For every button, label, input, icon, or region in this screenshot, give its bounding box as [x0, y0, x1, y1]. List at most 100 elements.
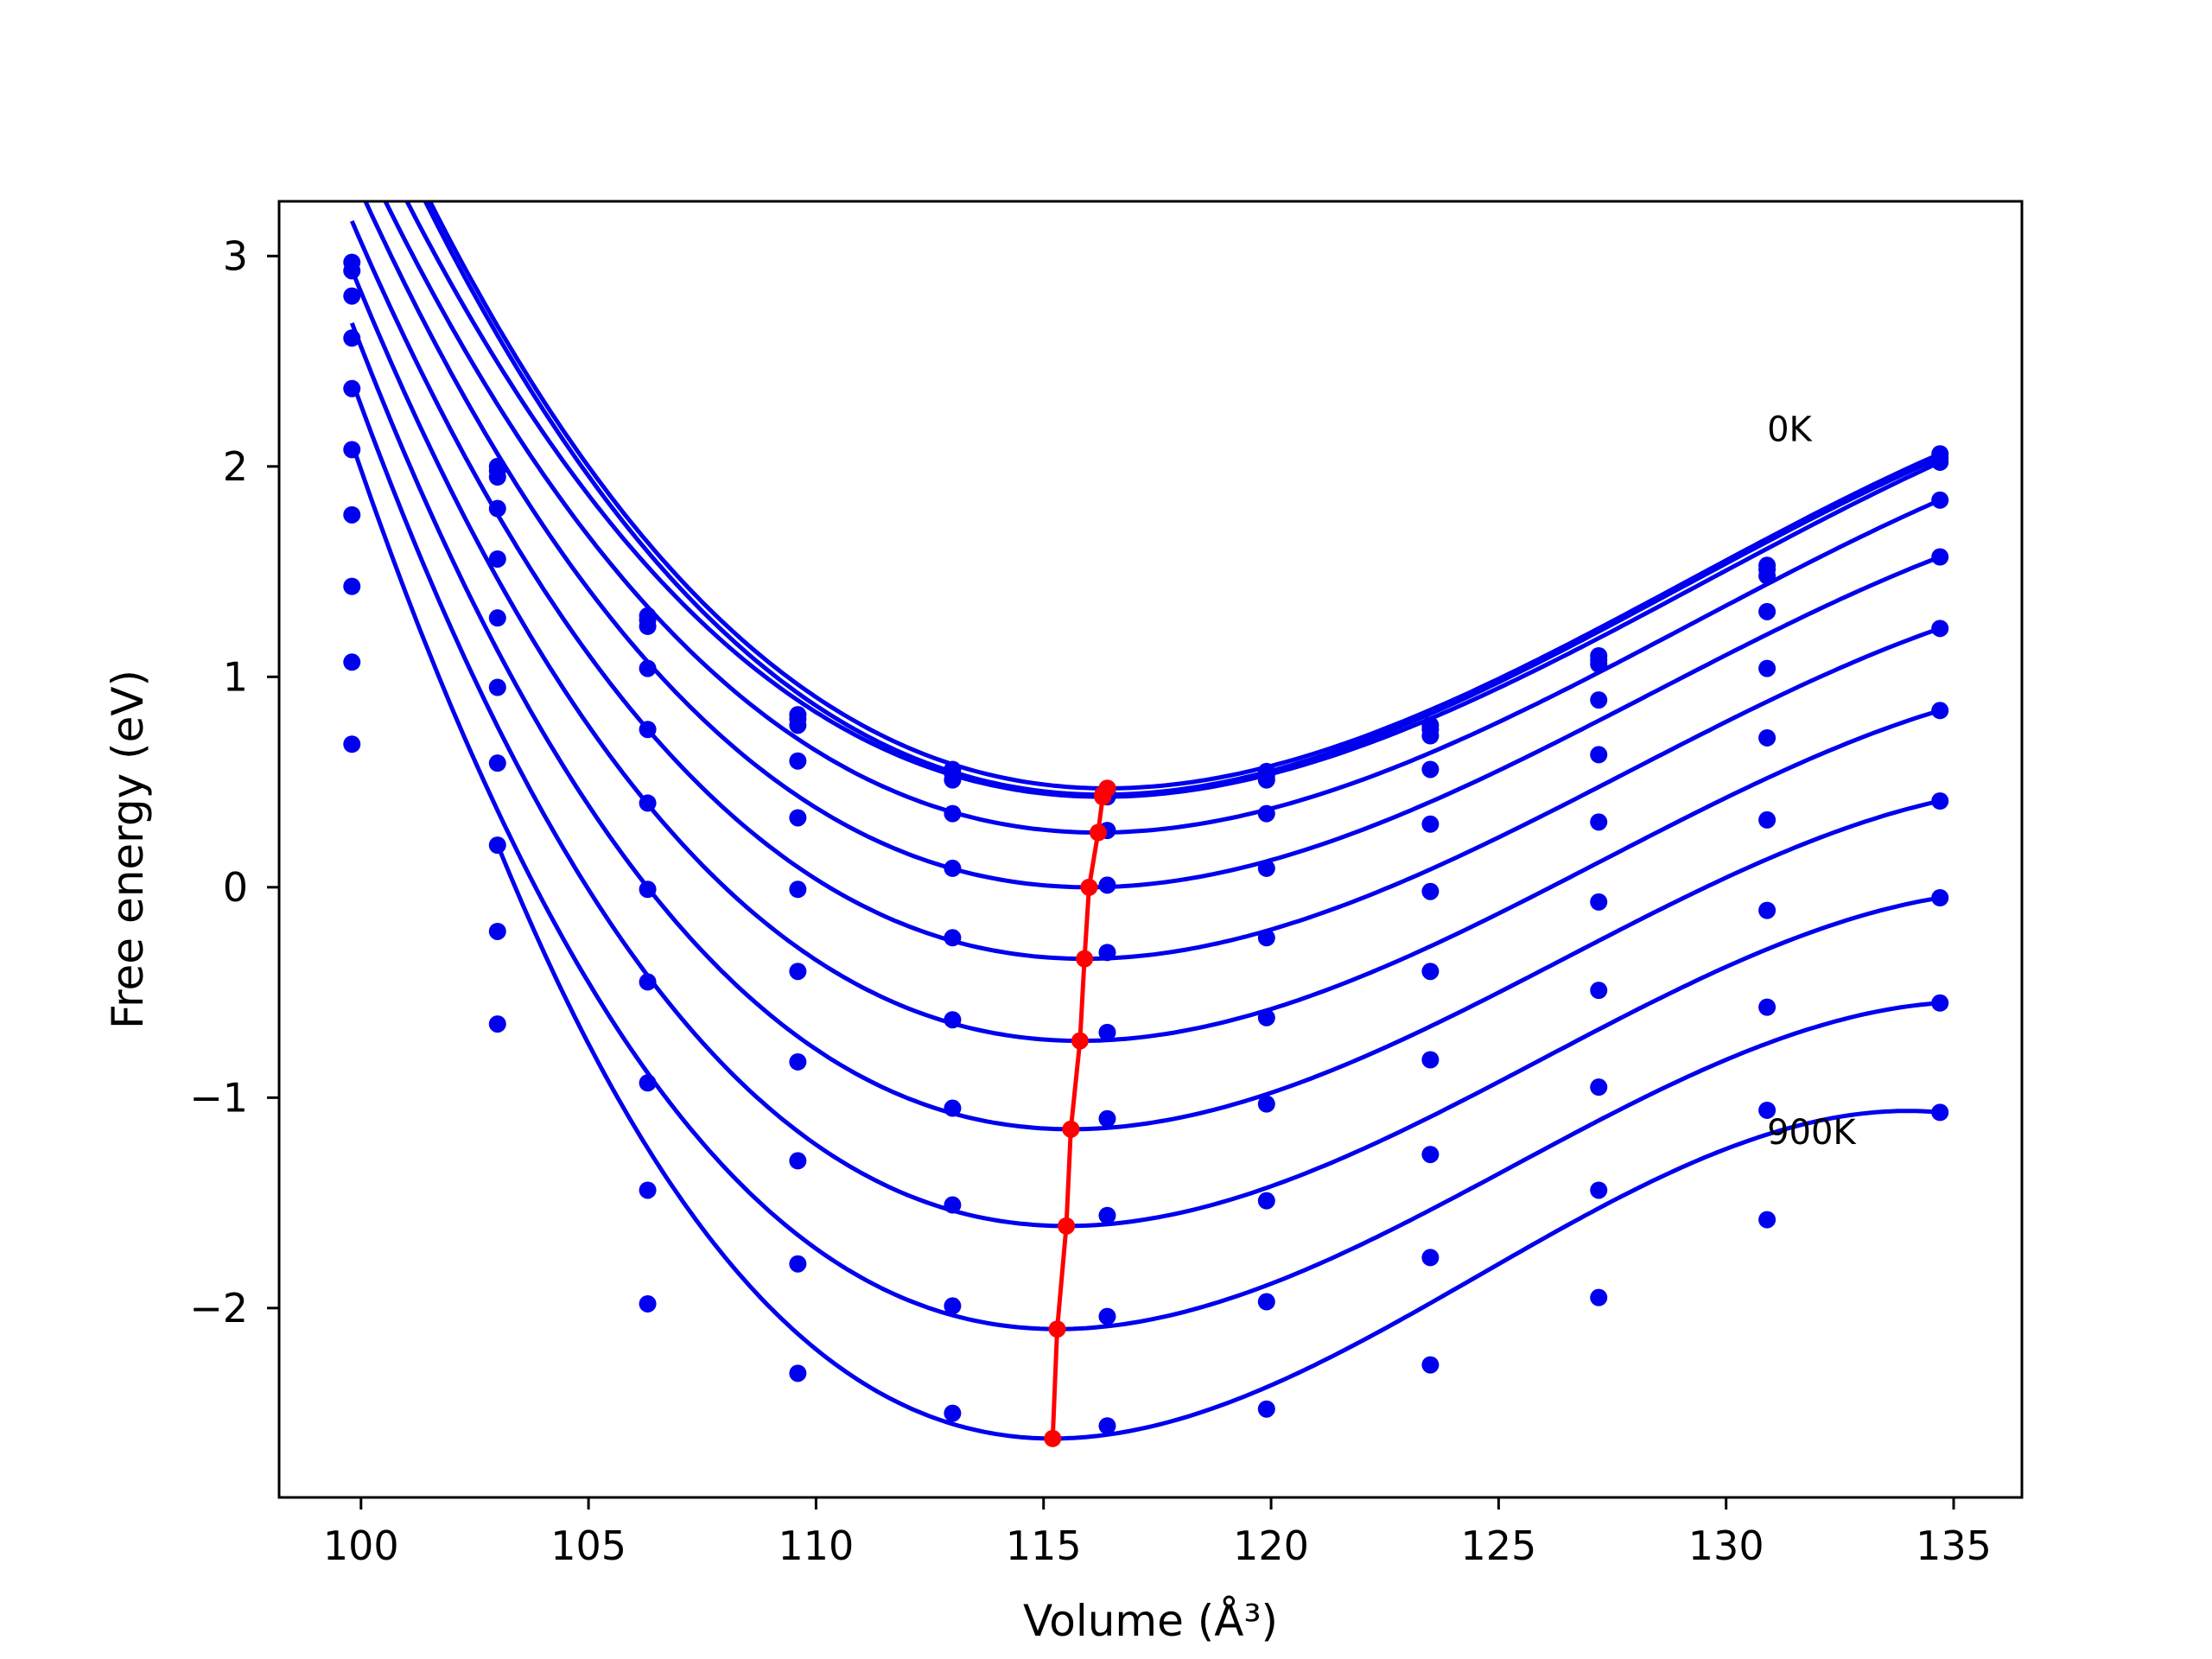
- data-point-s10-7: [1421, 1356, 1440, 1374]
- data-point-s10-1: [488, 1015, 506, 1033]
- data-point-s5-3: [789, 880, 807, 899]
- data-point-s9-0: [343, 735, 361, 753]
- data-point-s7-10: [1931, 791, 1949, 810]
- data-point-s8-8: [1590, 1078, 1608, 1096]
- data-point-s2-2: [639, 617, 657, 635]
- data-point-s9-4: [944, 1297, 962, 1315]
- data-point-s2-1: [488, 467, 506, 486]
- y-tick-label-3: 3: [223, 232, 248, 279]
- data-point-s5-10: [1931, 620, 1949, 638]
- data-point-s1-0: [343, 262, 361, 280]
- data-point-s5-7: [1421, 882, 1440, 900]
- x-tick-label-120: 120: [1233, 1522, 1309, 1569]
- data-point-s6-1: [488, 678, 506, 696]
- series-curve-8: [349, 379, 1941, 1229]
- data-point-s5-8: [1590, 813, 1608, 831]
- data-point-s7-7: [1421, 1051, 1440, 1069]
- data-point-s8-2: [639, 1074, 657, 1092]
- data-point-s9-1: [488, 922, 506, 940]
- data-point-s2-8: [1590, 655, 1608, 673]
- x-tick-label-105: 105: [550, 1522, 626, 1569]
- y-tick-label--2: −2: [189, 1285, 248, 1332]
- data-point-s4-4: [944, 859, 962, 877]
- data-point-s6-3: [789, 963, 807, 981]
- data-point-s9-2: [639, 1181, 657, 1199]
- data-point-s7-3: [789, 1052, 807, 1071]
- plot-area: [343, 201, 1949, 1447]
- series-curve-10: [495, 843, 1941, 1441]
- annotation-1: 900K: [1767, 1113, 1857, 1153]
- data-point-s9-5: [1098, 1307, 1116, 1325]
- data-point-s9-9: [1758, 1101, 1777, 1119]
- minimum-point-7: [1062, 1120, 1080, 1138]
- minimum-point-10: [1044, 1429, 1062, 1447]
- minimum-trace: [1044, 779, 1116, 1447]
- data-point-s7-2: [639, 973, 657, 991]
- data-point-s2-4: [944, 771, 962, 789]
- y-tick-label-1: 1: [223, 653, 248, 700]
- series-curve-3: [383, 201, 1942, 835]
- data-point-s5-9: [1758, 728, 1777, 747]
- data-point-s2-3: [789, 716, 807, 734]
- data-point-s3-0: [343, 329, 361, 347]
- y-tick-label--1: −1: [189, 1074, 248, 1121]
- data-point-s3-3: [789, 752, 807, 770]
- data-point-s10-5: [1098, 1417, 1116, 1435]
- data-point-s10-6: [1257, 1400, 1275, 1418]
- minimum-point-5: [1076, 950, 1094, 968]
- x-tick-label-130: 130: [1688, 1522, 1764, 1569]
- data-point-s2-9: [1758, 567, 1777, 585]
- data-point-s3-1: [488, 499, 506, 518]
- data-point-s6-6: [1257, 1008, 1275, 1027]
- data-point-s10-4: [944, 1404, 962, 1422]
- y-tick-label-0: 0: [223, 864, 248, 911]
- series-curve-2: [404, 201, 1942, 799]
- plot-frame: [277, 200, 2024, 1499]
- data-point-s3-6: [1257, 804, 1275, 823]
- data-point-s9-6: [1257, 1293, 1275, 1311]
- data-point-s5-6: [1257, 929, 1275, 947]
- data-point-s3-9: [1758, 602, 1777, 620]
- data-point-s4-3: [789, 809, 807, 827]
- data-point-s6-8: [1590, 893, 1608, 911]
- y-tick-label-2: 2: [223, 443, 248, 490]
- data-point-s4-8: [1590, 746, 1608, 764]
- y-axis-label: Free energy (eV): [103, 670, 153, 1029]
- data-point-s6-0: [343, 505, 361, 524]
- series-curves: [349, 201, 1942, 1441]
- data-point-s8-9: [1758, 998, 1777, 1016]
- data-point-s10-9: [1758, 1211, 1777, 1229]
- data-point-s8-5: [1098, 1206, 1116, 1224]
- data-point-s6-4: [944, 1011, 962, 1029]
- data-point-s5-1: [488, 609, 506, 627]
- data-point-s5-0: [343, 441, 361, 459]
- series-curve-7: [349, 322, 1941, 1132]
- data-point-s6-10: [1931, 702, 1949, 720]
- series-curve-0: [427, 201, 1942, 791]
- data-point-s4-6: [1257, 859, 1275, 877]
- data-point-s3-10: [1931, 491, 1949, 509]
- data-point-s4-9: [1758, 659, 1777, 677]
- x-tick-label-100: 100: [323, 1522, 399, 1569]
- x-tick-label-110: 110: [779, 1522, 855, 1569]
- data-point-s4-2: [639, 721, 657, 739]
- data-point-s7-8: [1590, 982, 1608, 1000]
- data-point-s4-0: [343, 379, 361, 397]
- data-point-s4-5: [1098, 876, 1116, 894]
- data-point-s6-9: [1758, 810, 1777, 829]
- data-point-s7-0: [343, 577, 361, 595]
- data-point-s9-3: [789, 1255, 807, 1273]
- data-point-s8-1: [488, 836, 506, 855]
- data-point-s9-8: [1590, 1181, 1608, 1199]
- data-point-s7-6: [1257, 1095, 1275, 1113]
- x-tick-label-115: 115: [1006, 1522, 1082, 1569]
- data-point-s6-7: [1421, 963, 1440, 981]
- data-point-s5-2: [639, 794, 657, 812]
- data-point-s4-1: [488, 550, 506, 568]
- minimum-point-4: [1080, 878, 1098, 896]
- data-point-s8-3: [789, 1152, 807, 1170]
- axes: 100 105 110 115 120 125 130 135 −2 −1 0 1 2 3: [189, 232, 1992, 1569]
- data-point-s10-8: [1590, 1288, 1608, 1306]
- data-point-s8-6: [1257, 1192, 1275, 1210]
